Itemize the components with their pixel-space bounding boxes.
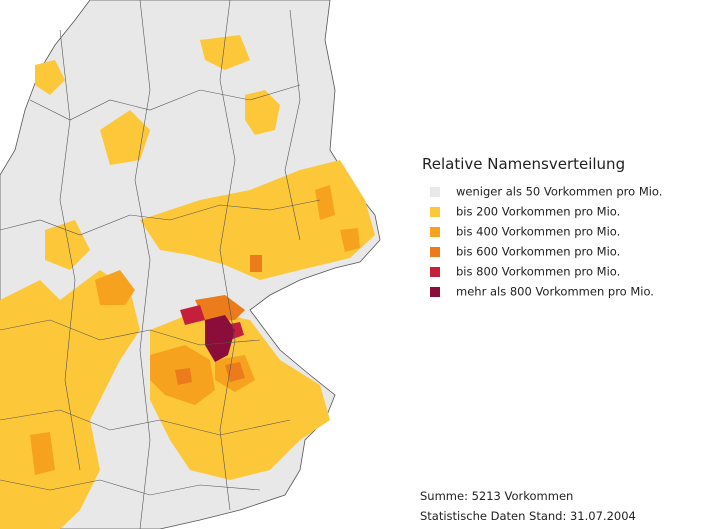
- region: [95, 270, 135, 305]
- legend-title: Relative Namensverteilung: [422, 155, 625, 173]
- legend-swatch: [430, 207, 440, 217]
- legend-items: weniger als 50 Vorkommen pro Mio. bis 200…: [430, 185, 662, 299]
- region: [30, 432, 55, 475]
- legend-label: bis 200 Vorkommen pro Mio.: [456, 205, 620, 219]
- region: [175, 368, 192, 385]
- legend-swatch: [430, 187, 440, 197]
- legend-label: bis 800 Vorkommen pro Mio.: [456, 265, 620, 279]
- region-highlights: [0, 35, 375, 529]
- region: [35, 60, 65, 95]
- legend-label: bis 400 Vorkommen pro Mio.: [456, 225, 620, 239]
- legend-swatch: [430, 247, 440, 257]
- legend-swatch: [430, 227, 440, 237]
- legend-label: weniger als 50 Vorkommen pro Mio.: [456, 185, 662, 199]
- region: [205, 315, 235, 362]
- legend: Relative Namensverteilung weniger als 50…: [422, 155, 662, 299]
- region: [340, 228, 360, 252]
- legend-label: bis 600 Vorkommen pro Mio.: [456, 245, 620, 259]
- map: [0, 0, 381, 529]
- footer-date: Statistische Daten Stand: 31.07.2004: [420, 509, 636, 523]
- region: [100, 110, 150, 165]
- legend-swatch: [430, 267, 440, 277]
- legend-swatch: [430, 287, 440, 297]
- region: [45, 220, 90, 270]
- region: [245, 90, 280, 135]
- legend-label: mehr als 800 Vorkommen pro Mio.: [456, 285, 654, 299]
- region: [250, 255, 262, 272]
- region: [195, 295, 245, 322]
- footer-sum: Summe: 5213 Vorkommen: [420, 489, 573, 503]
- district-borders: [0, 0, 321, 529]
- region: [200, 35, 250, 70]
- region: [315, 185, 335, 220]
- region: [180, 305, 205, 325]
- region: [225, 362, 245, 382]
